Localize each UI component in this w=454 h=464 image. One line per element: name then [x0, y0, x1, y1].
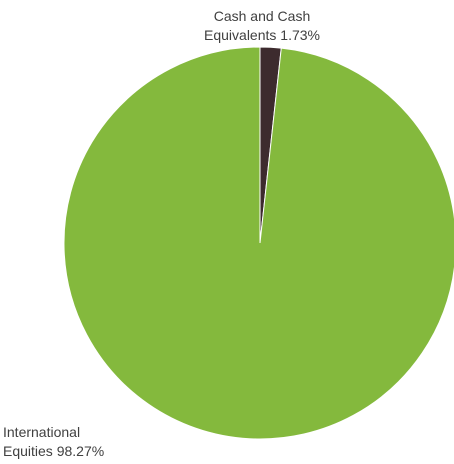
pie-slices [63, 46, 454, 440]
slice-label-line-1: Cash and Cash [213, 8, 311, 24]
pie-slice-1 [63, 46, 454, 440]
slice-label-cash-and-cash-equivalents: Cash and Cash Equivalents 1.73% [192, 7, 332, 45]
slice-label-line-1: International [3, 424, 81, 440]
slice-label-line-2: Equities 98.27% [3, 443, 105, 459]
slice-label-line-2: Equivalents 1.73% [204, 27, 320, 43]
slice-label-international-equities: International Equities 98.27% [3, 423, 104, 461]
